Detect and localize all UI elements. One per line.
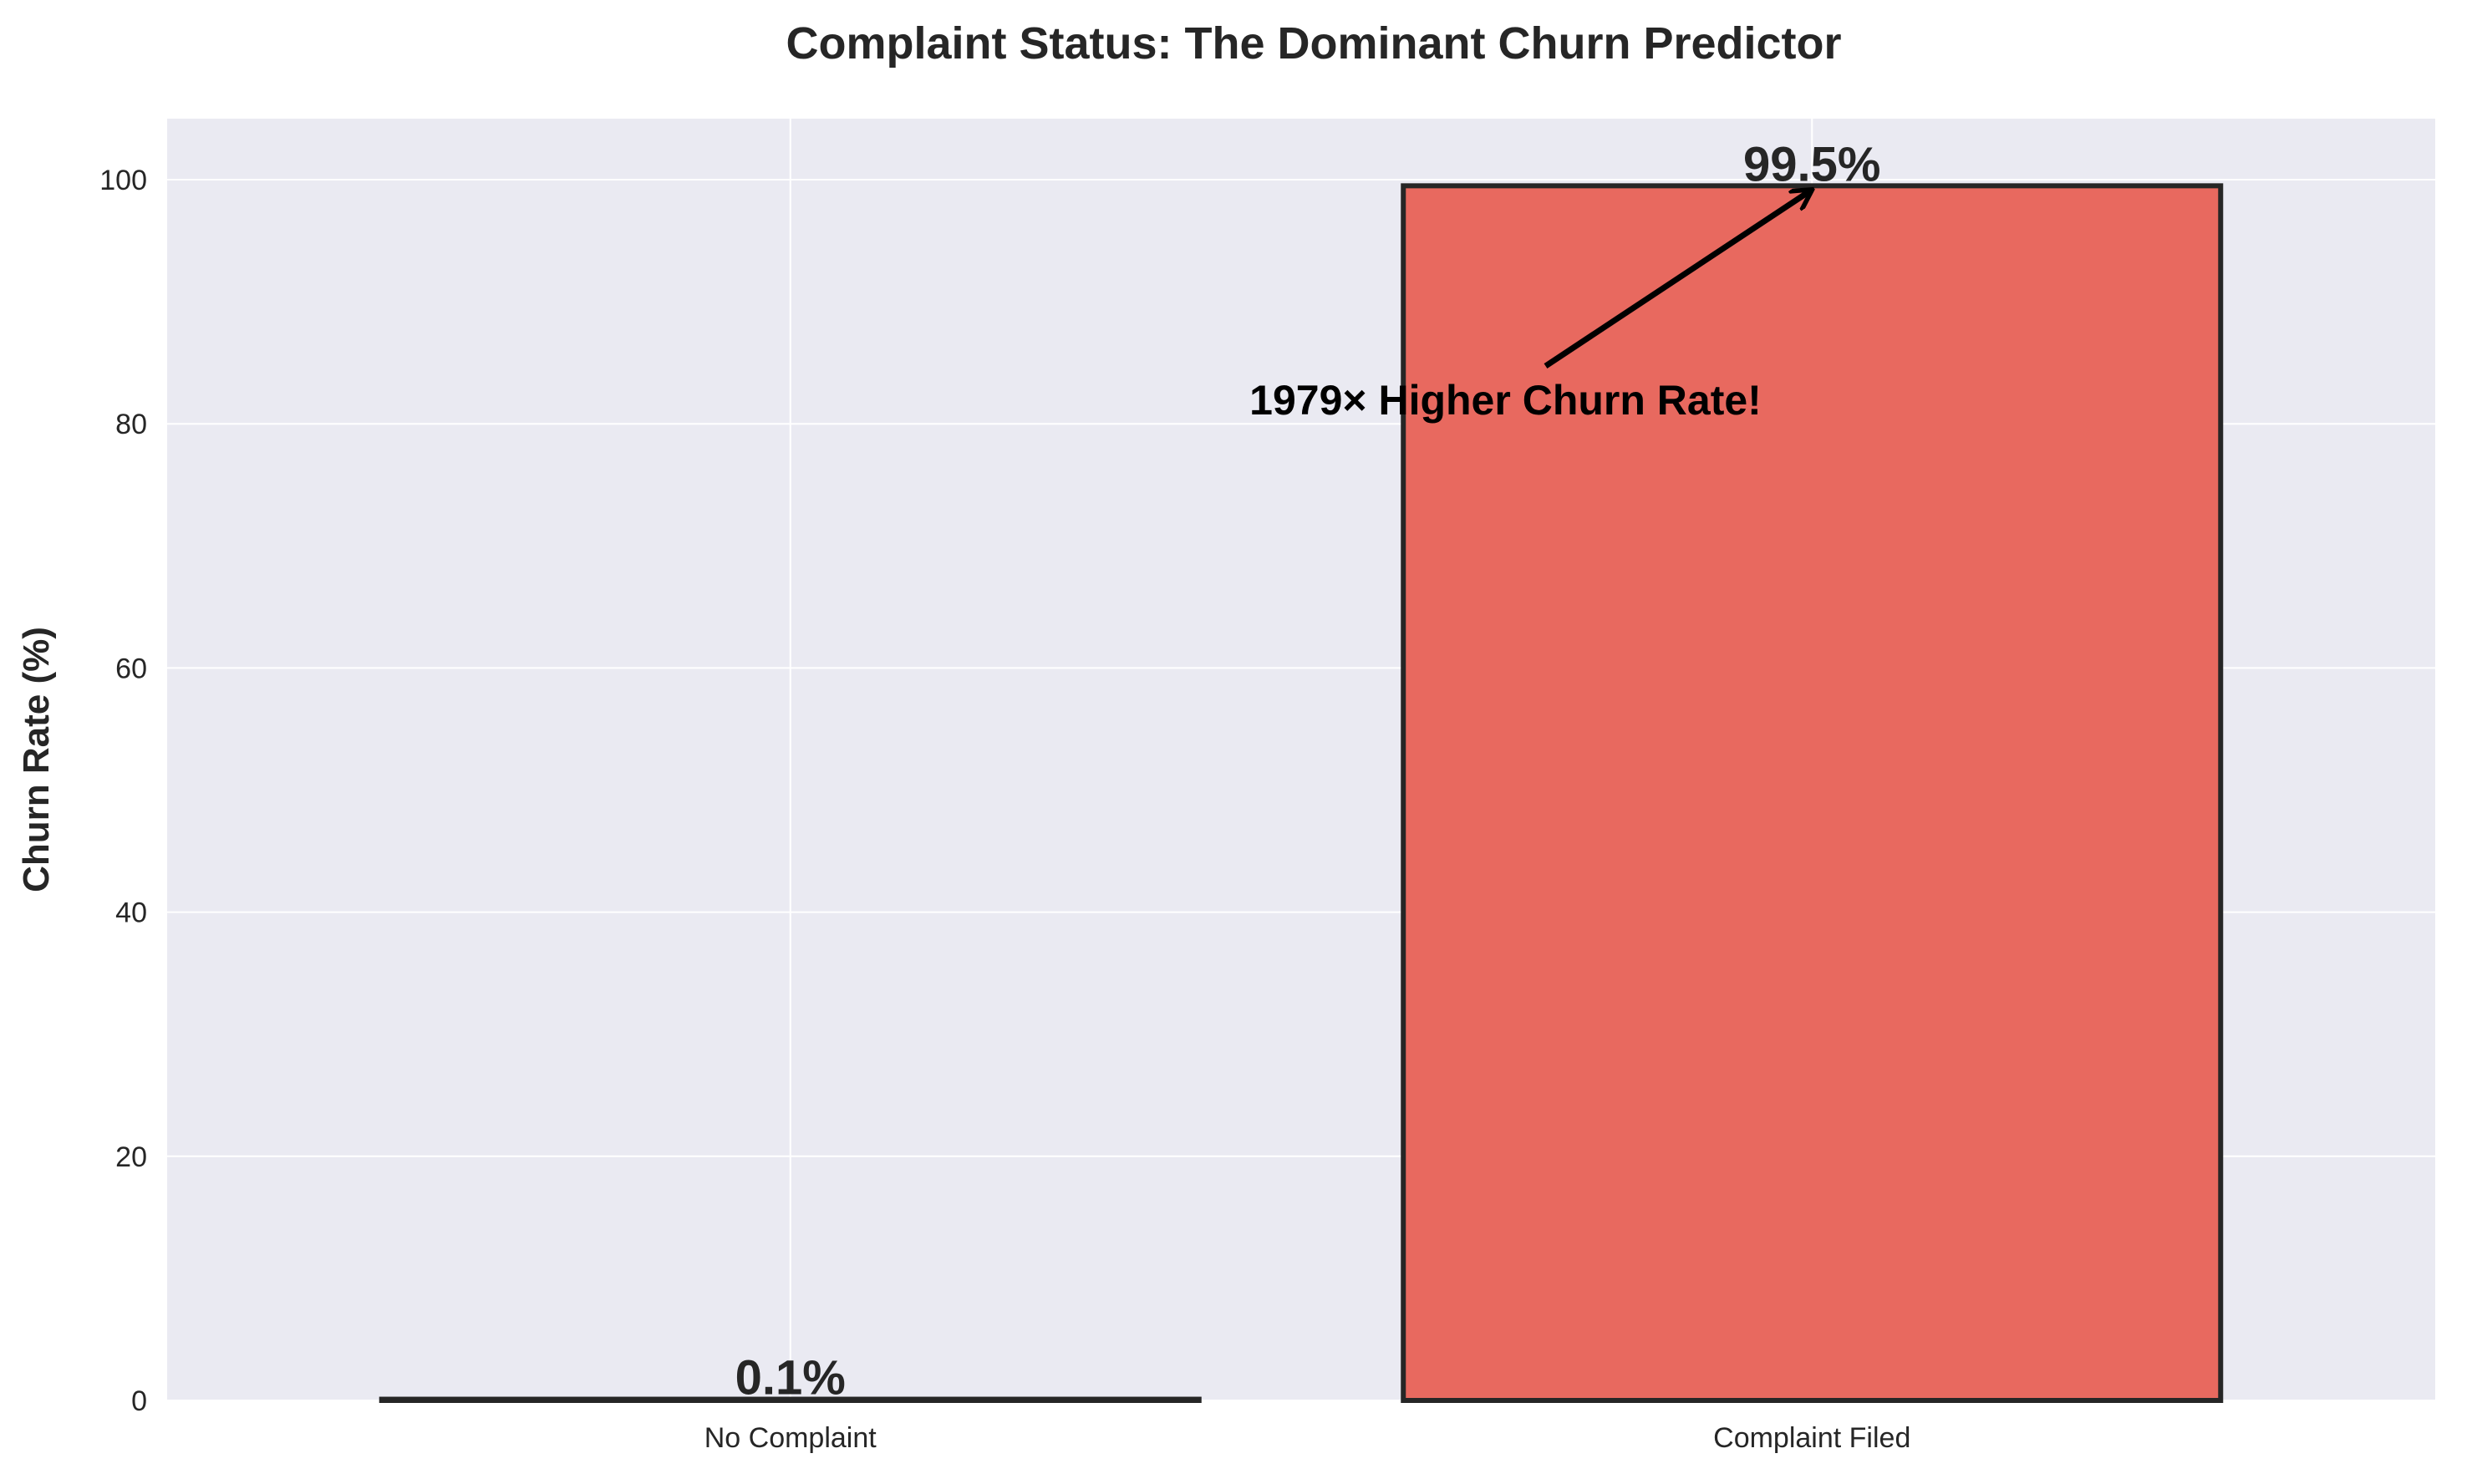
y-tick-label: 20 xyxy=(115,1141,147,1173)
chart-title: Complaint Status: The Dominant Churn Pre… xyxy=(786,18,1841,69)
bars xyxy=(379,183,2224,1404)
y-tick-label: 60 xyxy=(115,653,147,684)
y-tick-label: 80 xyxy=(115,409,147,440)
annotation-arrow xyxy=(1544,191,1811,368)
annotation-text: 1979× Higher Churn Rate! xyxy=(1249,377,1762,424)
axis-ticks: 0 20 40 60 80 100 No Complaint Complaint Filed xyxy=(99,165,1910,1454)
bar-complaint-filed xyxy=(1401,183,2224,1403)
x-tick-label: No Complaint xyxy=(704,1422,877,1454)
value-labels: 0.1% 99.5% xyxy=(735,137,1881,1405)
x-tick-label: Complaint Filed xyxy=(1713,1422,1910,1454)
value-label: 99.5% xyxy=(1743,137,1880,191)
y-tick-label: 0 xyxy=(131,1385,147,1417)
y-axis-label: Churn Rate (%) xyxy=(16,627,57,892)
annotation: 1979× Higher Churn Rate! xyxy=(1249,191,1810,424)
y-tick-label: 40 xyxy=(115,897,147,929)
value-label: 0.1% xyxy=(735,1351,846,1405)
y-tick-label: 100 xyxy=(99,165,147,196)
